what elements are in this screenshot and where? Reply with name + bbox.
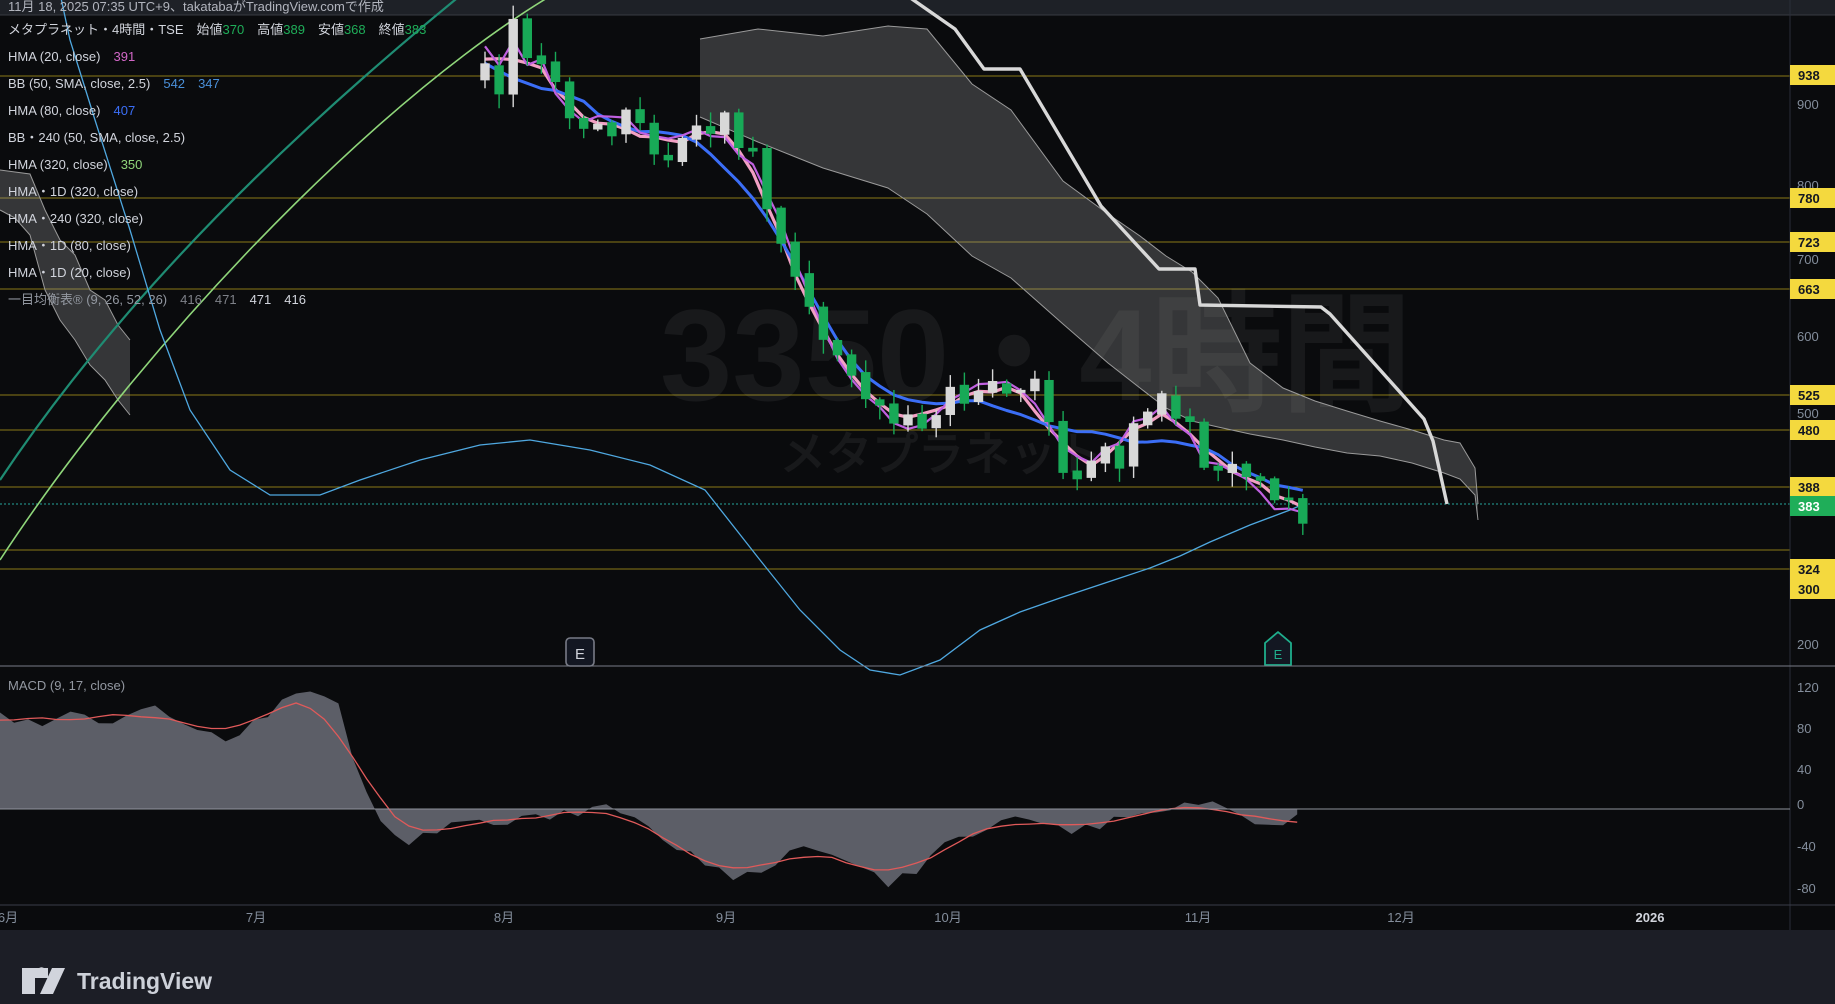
svg-text:HMA・240 (320, close): HMA・240 (320, close)	[8, 211, 143, 226]
svg-text:7月: 7月	[246, 910, 266, 925]
svg-text:E: E	[575, 646, 585, 663]
svg-text:-40: -40	[1797, 839, 1816, 854]
svg-text:700: 700	[1797, 252, 1819, 267]
svg-text:BB・240 (50, SMA, close, 2.5): BB・240 (50, SMA, close, 2.5)	[8, 130, 185, 145]
svg-text:8月: 8月	[494, 910, 514, 925]
svg-text:10月: 10月	[934, 910, 961, 925]
svg-text:0: 0	[1797, 797, 1804, 812]
svg-text:11月: 11月	[1185, 910, 1212, 925]
svg-text:600: 600	[1797, 329, 1819, 344]
svg-text:メタプラネット: メタプラネット	[780, 428, 1102, 480]
svg-text:11月 18, 2025 07:35 UTC+9、takat: 11月 18, 2025 07:35 UTC+9、takatabaがTradin…	[8, 0, 384, 14]
svg-text:525: 525	[1798, 388, 1820, 403]
svg-text:一目均衡表® (9, 26, 52, 26) 416 471: 一目均衡表® (9, 26, 52, 26) 416 471 471 416	[8, 292, 306, 307]
svg-text:9月: 9月	[716, 910, 736, 925]
svg-text:40: 40	[1797, 762, 1811, 777]
svg-text:300: 300	[1798, 582, 1820, 597]
svg-text:12月: 12月	[1387, 910, 1414, 925]
svg-text:BB (50, SMA, close, 2.5) 542 3: BB (50, SMA, close, 2.5) 542 347	[8, 76, 220, 91]
svg-text:HMA・1D (320, close): HMA・1D (320, close)	[8, 184, 138, 199]
svg-text:900: 900	[1797, 97, 1819, 112]
svg-text:-80: -80	[1797, 881, 1816, 896]
svg-text:E: E	[1274, 647, 1283, 662]
svg-text:324: 324	[1798, 562, 1820, 577]
svg-text:HMA (20, close) 391: HMA (20, close) 391	[8, 49, 135, 64]
svg-text:388: 388	[1798, 480, 1820, 495]
svg-text:TradingView: TradingView	[77, 968, 212, 994]
svg-text:HMA (80, close) 407: HMA (80, close) 407	[8, 103, 135, 118]
svg-text:500: 500	[1797, 406, 1819, 421]
svg-text:メタプラネット・4時間・TSE 始値370 高値389 安値: メタプラネット・4時間・TSE 始値370 高値389 安値368 終値383	[8, 22, 426, 37]
svg-text:663: 663	[1798, 282, 1820, 297]
svg-text:HMA・1D (20, close): HMA・1D (20, close)	[8, 265, 131, 280]
svg-text:480: 480	[1798, 423, 1820, 438]
svg-text:723: 723	[1798, 235, 1820, 250]
svg-text:80: 80	[1797, 721, 1811, 736]
svg-text:200: 200	[1797, 637, 1819, 652]
svg-text:HMA・1D (80, close): HMA・1D (80, close)	[8, 238, 131, 253]
svg-text:120: 120	[1797, 680, 1819, 695]
svg-text:938: 938	[1798, 68, 1820, 83]
svg-text:6月: 6月	[0, 910, 18, 925]
svg-text:383: 383	[1798, 499, 1820, 514]
svg-text:780: 780	[1798, 191, 1820, 206]
svg-text:HMA (320, close) 350: HMA (320, close) 350	[8, 157, 142, 172]
svg-text:2026: 2026	[1636, 910, 1665, 925]
svg-text:MACD (9, 17, close): MACD (9, 17, close)	[8, 678, 125, 693]
